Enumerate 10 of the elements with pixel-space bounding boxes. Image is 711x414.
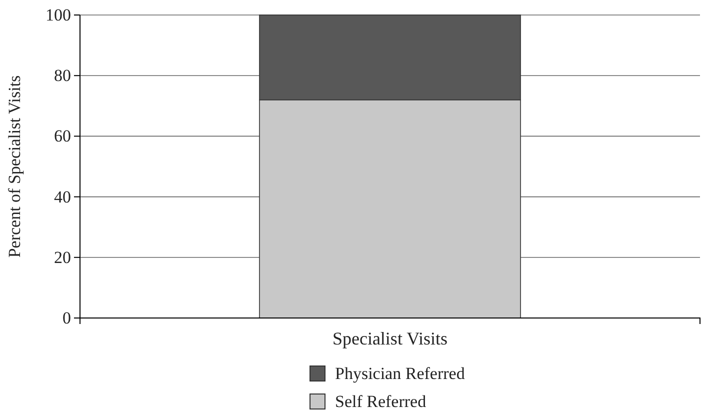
y-tick-label: 100 — [46, 5, 71, 24]
y-tick-label: 20 — [54, 248, 71, 267]
legend-label: Physician Referred — [335, 364, 466, 383]
x-tick-label: Specialist Visits — [332, 328, 448, 348]
y-tick-label: 40 — [54, 187, 71, 206]
y-tick-label: 60 — [54, 126, 71, 146]
y-axis-title: Percent of Specialist Visits — [5, 75, 24, 258]
y-tick-label: 0 — [62, 308, 71, 328]
legend-label: Self Referred — [335, 392, 427, 411]
y-tick-label: 80 — [54, 66, 71, 86]
